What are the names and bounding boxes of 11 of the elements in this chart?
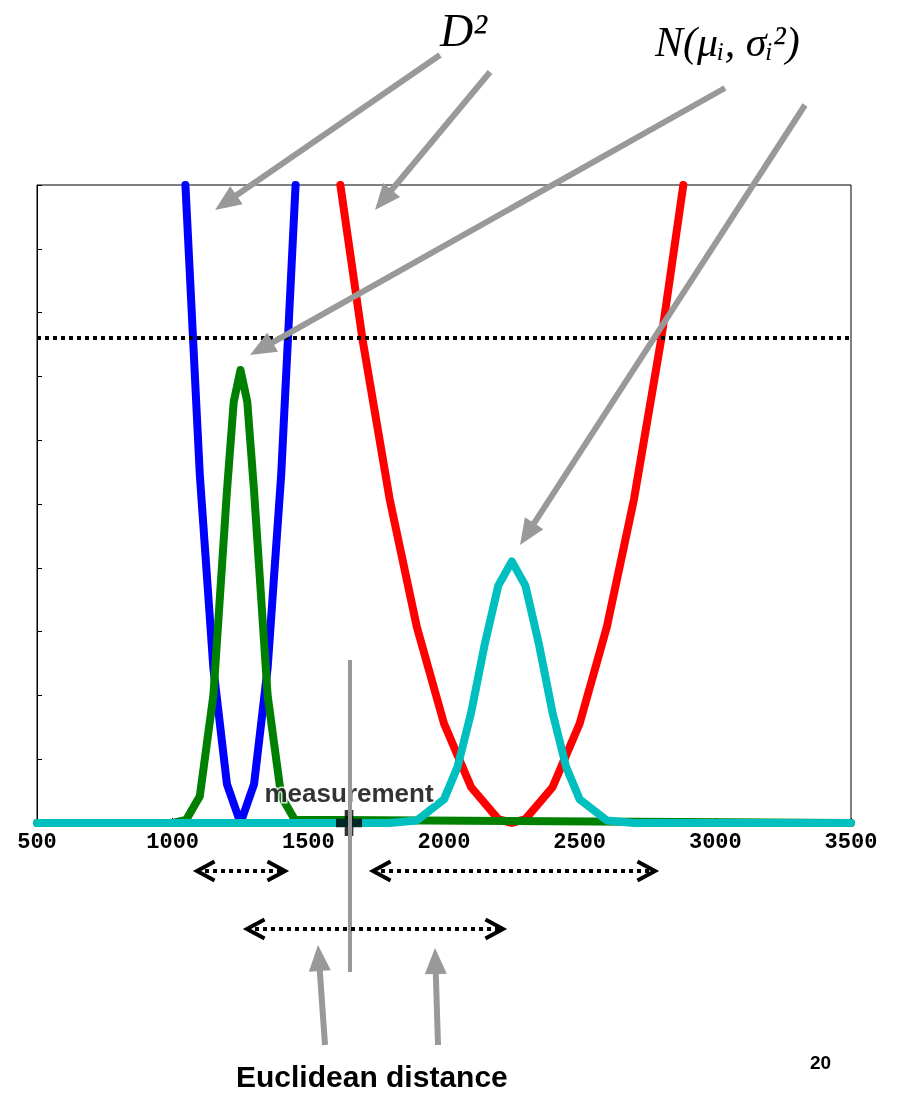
x-tick-label: 500 (17, 829, 57, 855)
x-tick-label: 2500 (553, 829, 607, 855)
text: 20 (810, 1052, 832, 1074)
x-tick-label: 3000 (688, 829, 742, 855)
x-tick-label: 3500 (824, 829, 878, 855)
text: D² (440, 4, 488, 57)
text: N(μᵢ, σᵢ²) (655, 18, 800, 66)
x-tick-label: 1000 (146, 829, 200, 855)
x-tick-label: 2000 (417, 829, 471, 855)
x-tick-label: 1500 (281, 829, 335, 855)
text: Euclidean distance (236, 1060, 508, 1094)
